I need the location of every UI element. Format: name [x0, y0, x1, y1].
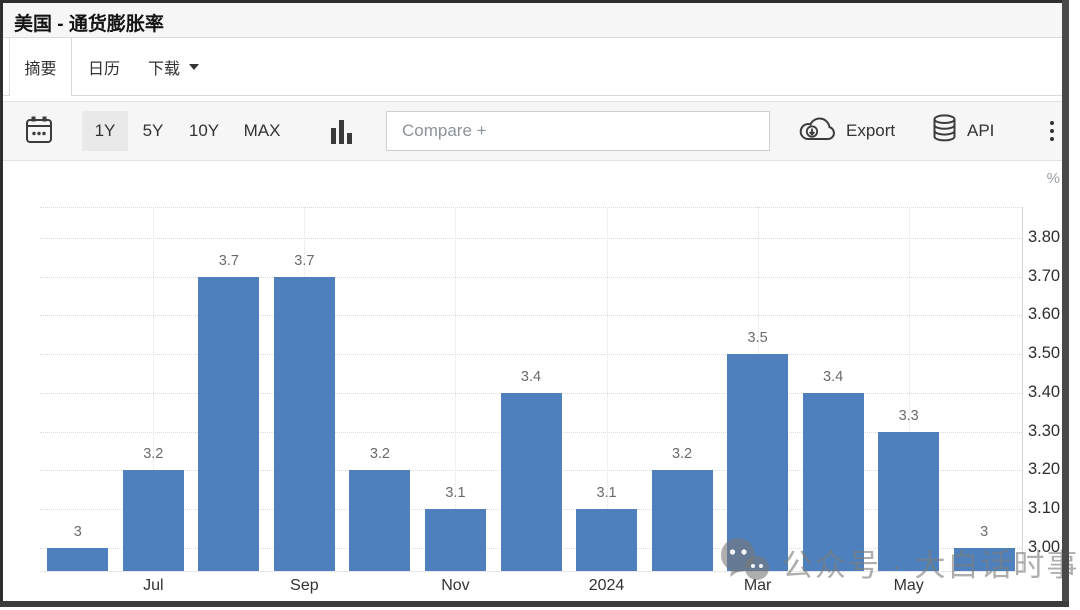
bar-value-label: 3.4	[520, 368, 542, 385]
kebab-icon	[1050, 121, 1054, 125]
x-axis-tick-label: 2024	[588, 577, 625, 594]
y-gridline	[40, 315, 1022, 317]
bar-value-label: 3.5	[747, 330, 768, 347]
tabs-bar: 摘要 日历 下载	[3, 38, 1062, 96]
bar-value-label: 3.2	[671, 446, 693, 463]
x-axis-line	[40, 571, 1022, 572]
compare-input[interactable]	[386, 111, 770, 151]
page-title: 美国 - 通货膨胀率	[14, 14, 164, 35]
y-axis-unit-label: %	[1046, 170, 1060, 187]
y-axis-tick-label: 3.20	[1028, 460, 1061, 479]
bar[interactable]	[727, 354, 789, 571]
bar-value-label: 3	[73, 523, 82, 540]
y-axis-tick-label: 3.10	[1028, 499, 1061, 518]
tabs-border-right	[72, 95, 1062, 96]
date-range-button[interactable]	[25, 115, 53, 148]
y-axis-tick-label: 3.80	[1028, 227, 1061, 246]
x-axis-tick-label: Sep	[290, 577, 319, 594]
y-axis-line	[1022, 207, 1023, 571]
y-axis-tick-label: 3.00	[1028, 537, 1061, 556]
bar[interactable]	[122, 470, 184, 571]
wechat-icon	[718, 536, 770, 588]
bar-value-label: 3.2	[369, 446, 390, 463]
y-axis-tick-label: 3.30	[1028, 421, 1061, 440]
cloud-download-icon	[798, 115, 836, 147]
range-10y-button[interactable]: 10Y	[178, 111, 230, 151]
export-button[interactable]: Export	[798, 111, 895, 151]
bar[interactable]	[198, 276, 260, 571]
window-border-left	[0, 0, 3, 607]
bar[interactable]	[576, 509, 638, 571]
tab-calendar[interactable]: 日历	[88, 38, 120, 95]
y-axis-tick-label: 3.60	[1028, 305, 1061, 324]
bar[interactable]	[953, 547, 1015, 571]
bar-value-label: 3.1	[596, 485, 617, 502]
x-gridline	[908, 207, 910, 571]
x-gridline	[606, 207, 608, 571]
bar[interactable]	[424, 509, 486, 571]
tab-summary-label: 摘要	[24, 61, 57, 78]
window-border-top	[0, 0, 1069, 3]
y-gridline	[40, 276, 1022, 278]
window-border-bottom	[0, 601, 1069, 607]
chart-toolbar: 1Y 5Y 10Y MAX	[3, 101, 1062, 161]
bar[interactable]	[47, 547, 109, 571]
title-bar: 美国 - 通货膨胀率	[3, 3, 1062, 38]
api-label: API	[967, 121, 995, 140]
y-gridline	[40, 354, 1022, 356]
bar[interactable]	[500, 392, 562, 571]
bar[interactable]	[273, 276, 335, 571]
range-1y-button[interactable]: 1Y	[82, 111, 128, 151]
bar-value-label: 3	[980, 523, 989, 540]
tab-download-label: 下载	[148, 60, 181, 78]
x-axis-tick-label: May	[893, 577, 924, 594]
chart-type-button[interactable]	[330, 117, 353, 148]
column-chart-icon	[330, 120, 353, 148]
api-button[interactable]: API	[932, 111, 994, 151]
compare-search-box	[386, 111, 770, 151]
bar-value-label: 3.4	[823, 368, 844, 385]
y-gridline	[40, 237, 1022, 239]
bar[interactable]	[651, 470, 713, 571]
y-axis-tick-label: 3.40	[1028, 382, 1061, 401]
y-axis-tick-label: 3.50	[1028, 344, 1061, 363]
bar-value-label: 3.7	[294, 252, 315, 269]
range-5y-button[interactable]: 5Y	[132, 111, 174, 151]
tabs-border-left	[3, 95, 9, 96]
database-icon	[932, 114, 957, 148]
window-border-right	[1062, 0, 1069, 607]
tab-summary[interactable]: 摘要	[9, 38, 72, 96]
x-axis-tick-label: Mar	[743, 577, 772, 594]
bar[interactable]	[349, 470, 411, 571]
export-label: Export	[846, 121, 896, 140]
range-max-button[interactable]: MAX	[234, 111, 290, 151]
tab-download[interactable]: 下载	[148, 38, 200, 95]
x-gridline	[153, 207, 155, 571]
plot-top-line	[40, 207, 1022, 208]
x-axis-tick-label: Nov	[441, 577, 470, 594]
bar[interactable]	[878, 431, 940, 571]
tab-calendar-label: 日历	[88, 60, 121, 78]
y-axis-tick-label: 3.70	[1028, 266, 1061, 285]
bar-value-label: 3.2	[143, 446, 164, 463]
bar[interactable]	[802, 392, 864, 571]
watermark-text: 公众号 · 大白话时事	[782, 547, 1080, 583]
more-options-button[interactable]	[1039, 111, 1065, 151]
x-gridline	[455, 207, 457, 571]
calendar-icon	[25, 116, 53, 148]
x-axis-tick-label: Jul	[143, 577, 164, 594]
bar-value-label: 3.1	[445, 485, 466, 502]
bar-value-label: 3.3	[898, 407, 919, 424]
watermark: 公众号 · 大白话时事	[718, 536, 1080, 588]
bar-value-label: 3.7	[218, 252, 239, 269]
chevron-down-icon	[189, 63, 200, 70]
